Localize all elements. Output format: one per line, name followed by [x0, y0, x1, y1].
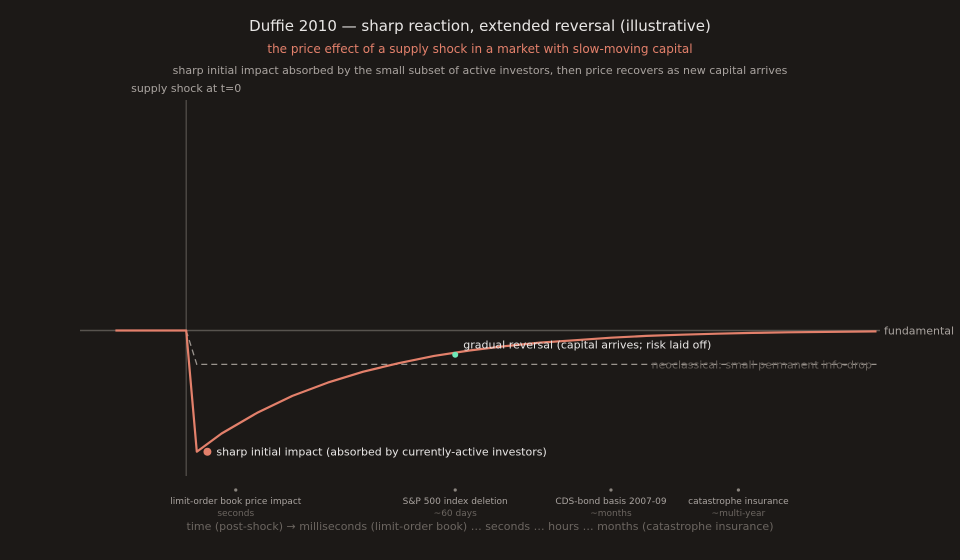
market-marker [234, 488, 238, 492]
market-marker [736, 488, 741, 492]
market-marker [609, 488, 613, 492]
market-horizon: ~60 days [434, 509, 477, 519]
price-line [115, 329, 877, 453]
reversal-point [452, 351, 459, 358]
market-name: S&P 500 index deletion [403, 497, 508, 507]
reversal-label: gradual reversal (capital arrives; risk … [463, 339, 711, 352]
market-horizon: ~months [590, 509, 632, 519]
chart-subtitle: the price effect of a supply shock in a … [267, 42, 693, 56]
market-name: catastrophe insurance [688, 497, 789, 507]
market-horizon: seconds [217, 509, 254, 519]
x-axis-label: time (post-shock) → milliseconds (limit-… [186, 520, 774, 533]
market-horizon: ~multi-year [712, 509, 766, 519]
market-name: CDS-bond basis 2007-09 [555, 497, 667, 507]
fundamental-label: fundamental [884, 324, 954, 337]
neoclassical-label: neoclassical: small permanent info-drop [651, 358, 872, 371]
impact-point [203, 447, 212, 456]
neoclassical-line [185, 330, 877, 366]
shock-label: supply shock at t=0 [131, 82, 241, 95]
chart-description: sharp initial impact absorbed by the sma… [172, 64, 788, 77]
impact-label: sharp initial impact (absorbed by curren… [216, 446, 546, 459]
chart-title: Duffie 2010 — sharp reaction, extended r… [249, 17, 711, 35]
market-name: limit-order book price impact [170, 497, 302, 507]
market-marker [453, 488, 457, 492]
